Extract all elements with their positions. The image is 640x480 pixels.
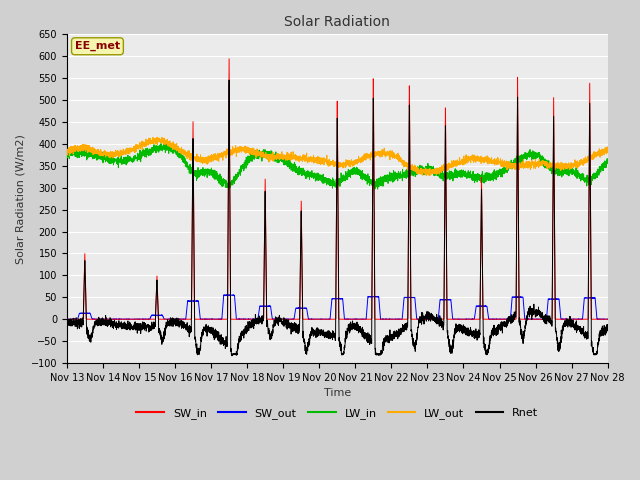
LW_in xyxy=(604,158,611,164)
LW_out xyxy=(604,146,611,152)
Line: SW_out: SW_out xyxy=(67,295,608,319)
Legend: SW_in, SW_out, LW_in, LW_out, Rnet: SW_in, SW_out, LW_in, LW_out, Rnet xyxy=(132,403,543,423)
SW_out xyxy=(317,316,325,322)
LW_out xyxy=(149,134,157,140)
Rnet xyxy=(228,353,236,359)
Rnet xyxy=(429,316,436,322)
SW_out xyxy=(225,292,232,298)
LW_in xyxy=(160,146,168,152)
SW_out xyxy=(490,316,497,322)
LW_out xyxy=(459,158,467,164)
SW_out xyxy=(429,316,436,322)
SW_in xyxy=(160,316,168,322)
LW_out xyxy=(317,156,325,162)
SW_out xyxy=(604,316,612,322)
LW_in xyxy=(317,173,325,179)
SW_in xyxy=(490,316,497,322)
Line: LW_in: LW_in xyxy=(67,144,608,189)
SW_in xyxy=(459,316,467,322)
Rnet xyxy=(63,318,70,324)
LW_out xyxy=(63,146,70,152)
Line: LW_out: LW_out xyxy=(67,137,608,176)
LW_out xyxy=(160,135,168,141)
SW_in xyxy=(604,316,611,322)
SW_out xyxy=(459,316,467,322)
SW_in xyxy=(63,316,70,322)
Y-axis label: Solar Radiation (W/m2): Solar Radiation (W/m2) xyxy=(15,134,25,264)
LW_out xyxy=(490,157,497,163)
LW_in xyxy=(157,141,164,147)
Rnet xyxy=(604,326,612,332)
Rnet xyxy=(160,331,168,336)
SW_in xyxy=(429,316,436,322)
LW_in xyxy=(374,186,381,192)
Rnet xyxy=(317,330,325,336)
Text: EE_met: EE_met xyxy=(75,41,120,51)
SW_out xyxy=(604,316,611,322)
LW_out xyxy=(604,148,612,154)
LW_in xyxy=(490,177,497,183)
Rnet xyxy=(459,326,467,332)
SW_in xyxy=(317,316,325,322)
Line: SW_in: SW_in xyxy=(67,59,608,319)
Rnet xyxy=(490,333,497,339)
SW_out xyxy=(63,316,70,322)
X-axis label: Time: Time xyxy=(324,388,351,398)
SW_out xyxy=(160,316,168,322)
SW_in xyxy=(225,56,233,62)
LW_in xyxy=(459,170,467,176)
Rnet xyxy=(225,77,233,83)
LW_in xyxy=(63,149,70,155)
LW_out xyxy=(426,173,433,179)
SW_out xyxy=(63,316,71,322)
LW_out xyxy=(429,167,436,172)
LW_in xyxy=(604,160,612,166)
Line: Rnet: Rnet xyxy=(67,80,608,356)
LW_in xyxy=(429,166,436,172)
Title: Solar Radiation: Solar Radiation xyxy=(284,15,390,29)
SW_in xyxy=(604,316,612,322)
Rnet xyxy=(604,326,611,332)
